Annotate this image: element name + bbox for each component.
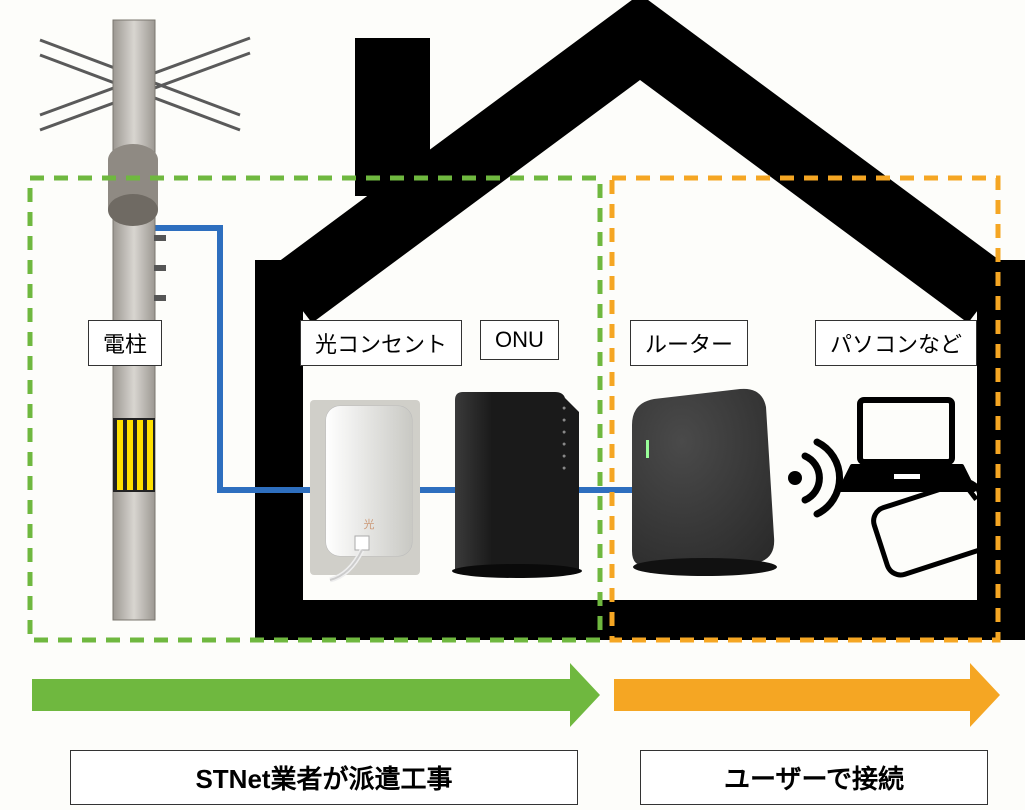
user-arrow (614, 663, 1000, 727)
network-installation-diagram: 光 ● ● ● ● ● ● (0, 0, 1025, 810)
pole-label: 電柱 (88, 320, 162, 366)
router-label: ルーター (630, 320, 748, 366)
outlet-label: 光コンセント (300, 320, 462, 366)
user-caption: ユーザーで接続 (640, 750, 988, 805)
onu-label: ONU (480, 320, 559, 360)
provider-caption: STNet業者が派遣工事 (70, 750, 578, 805)
provider-arrow (32, 663, 600, 727)
devices-label: パソコンなど (815, 320, 977, 366)
